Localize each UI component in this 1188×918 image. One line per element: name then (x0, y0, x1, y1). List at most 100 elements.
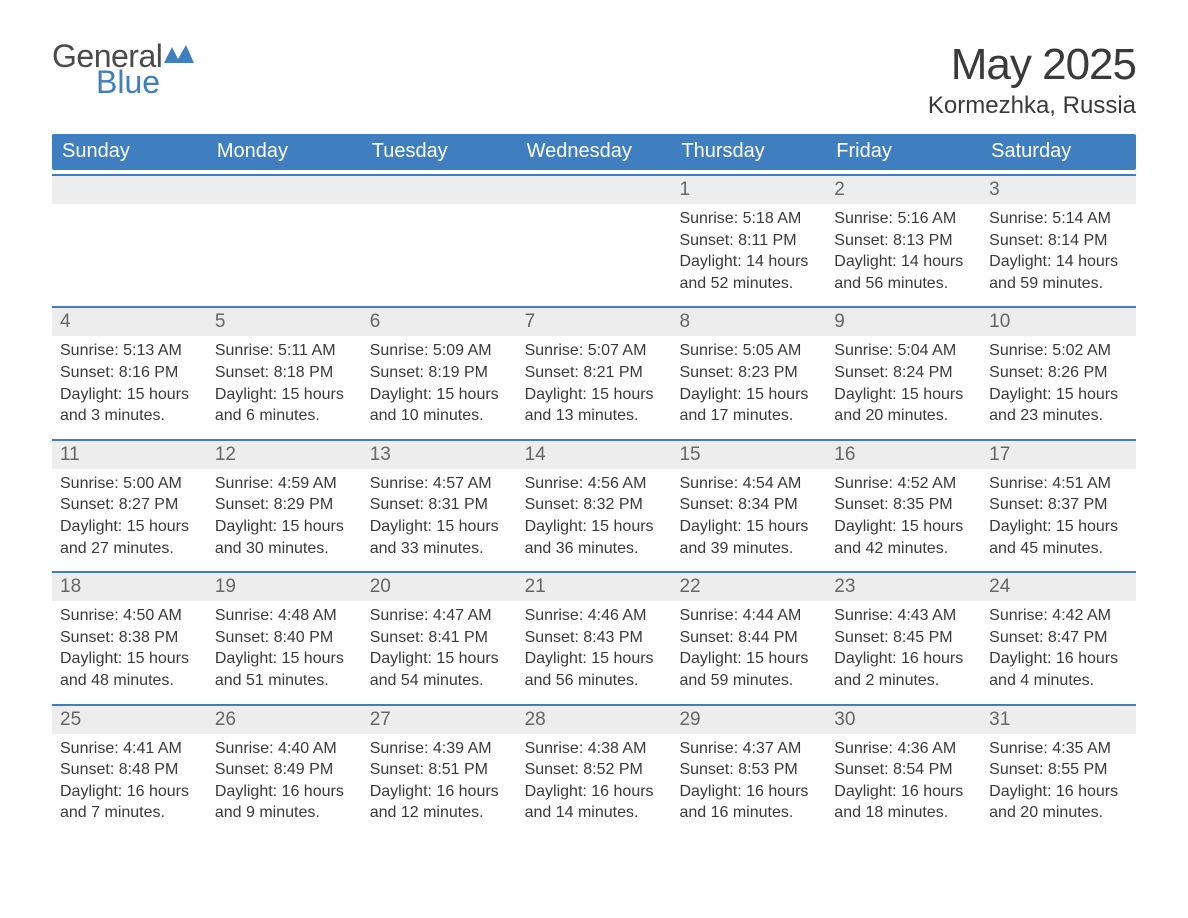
day-number: . (362, 176, 517, 204)
daylight-line-2: and 20 minutes. (834, 405, 973, 427)
daylight-line-2: and 33 minutes. (370, 538, 509, 560)
calendar-day: 7Sunrise: 5:07 AMSunset: 8:21 PMDaylight… (517, 308, 672, 434)
day-body: Sunrise: 5:00 AMSunset: 8:27 PMDaylight:… (52, 469, 207, 567)
calendar-day: 14Sunrise: 4:56 AMSunset: 8:32 PMDayligh… (517, 441, 672, 567)
sunset-line: Sunset: 8:35 PM (834, 494, 973, 516)
sunset-line: Sunset: 8:14 PM (989, 230, 1128, 252)
calendar-week-row: 11Sunrise: 5:00 AMSunset: 8:27 PMDayligh… (52, 439, 1136, 567)
sunset-line: Sunset: 8:29 PM (215, 494, 354, 516)
calendar-week-row: 25Sunrise: 4:41 AMSunset: 8:48 PMDayligh… (52, 704, 1136, 832)
daylight-line-1: Daylight: 14 hours (834, 251, 973, 273)
calendar-day: 13Sunrise: 4:57 AMSunset: 8:31 PMDayligh… (362, 441, 517, 567)
day-body: Sunrise: 4:51 AMSunset: 8:37 PMDaylight:… (981, 469, 1136, 567)
day-body (52, 204, 207, 216)
sunrise-line: Sunrise: 5:09 AM (370, 340, 509, 362)
sunrise-line: Sunrise: 5:11 AM (215, 340, 354, 362)
sunset-line: Sunset: 8:48 PM (60, 759, 199, 781)
sunrise-line: Sunrise: 4:50 AM (60, 605, 199, 627)
day-number: 14 (517, 441, 672, 469)
logo-text: General Blue (52, 40, 194, 98)
day-body: Sunrise: 4:44 AMSunset: 8:44 PMDaylight:… (671, 601, 826, 699)
calendar-day: 31Sunrise: 4:35 AMSunset: 8:55 PMDayligh… (981, 706, 1136, 832)
calendar-day: 1Sunrise: 5:18 AMSunset: 8:11 PMDaylight… (671, 176, 826, 302)
day-body: Sunrise: 4:57 AMSunset: 8:31 PMDaylight:… (362, 469, 517, 567)
sunset-line: Sunset: 8:13 PM (834, 230, 973, 252)
day-number: 21 (517, 573, 672, 601)
day-body: Sunrise: 5:02 AMSunset: 8:26 PMDaylight:… (981, 336, 1136, 434)
daylight-line-2: and 27 minutes. (60, 538, 199, 560)
sunset-line: Sunset: 8:54 PM (834, 759, 973, 781)
daylight-line-1: Daylight: 15 hours (215, 384, 354, 406)
sunset-line: Sunset: 8:27 PM (60, 494, 199, 516)
sunset-line: Sunset: 8:23 PM (679, 362, 818, 384)
sunset-line: Sunset: 8:37 PM (989, 494, 1128, 516)
daylight-line-2: and 20 minutes. (989, 802, 1128, 824)
daylight-line-2: and 7 minutes. (60, 802, 199, 824)
day-number: 8 (671, 308, 826, 336)
daylight-line-1: Daylight: 15 hours (989, 384, 1128, 406)
day-number: 18 (52, 573, 207, 601)
calendar-day: 23Sunrise: 4:43 AMSunset: 8:45 PMDayligh… (826, 573, 981, 699)
daylight-line-1: Daylight: 16 hours (989, 781, 1128, 803)
sunset-line: Sunset: 8:55 PM (989, 759, 1128, 781)
day-number: 25 (52, 706, 207, 734)
calendar-header-cell: Saturday (981, 134, 1136, 170)
daylight-line-1: Daylight: 16 hours (370, 781, 509, 803)
calendar-header-cell: Tuesday (362, 134, 517, 170)
day-number: 6 (362, 308, 517, 336)
day-body: Sunrise: 4:52 AMSunset: 8:35 PMDaylight:… (826, 469, 981, 567)
day-number: . (207, 176, 362, 204)
daylight-line-1: Daylight: 16 hours (834, 781, 973, 803)
daylight-line-1: Daylight: 15 hours (834, 384, 973, 406)
sunrise-line: Sunrise: 5:00 AM (60, 473, 199, 495)
daylight-line-1: Daylight: 14 hours (989, 251, 1128, 273)
sunset-line: Sunset: 8:49 PM (215, 759, 354, 781)
sunrise-line: Sunrise: 4:36 AM (834, 738, 973, 760)
daylight-line-2: and 56 minutes. (525, 670, 664, 692)
sunrise-line: Sunrise: 4:54 AM (679, 473, 818, 495)
calendar-grid: SundayMondayTuesdayWednesdayThursdayFrid… (52, 134, 1136, 832)
day-body: Sunrise: 5:14 AMSunset: 8:14 PMDaylight:… (981, 204, 1136, 302)
day-body: Sunrise: 5:11 AMSunset: 8:18 PMDaylight:… (207, 336, 362, 434)
day-number: 1 (671, 176, 826, 204)
day-number: 11 (52, 441, 207, 469)
day-number: 4 (52, 308, 207, 336)
daylight-line-2: and 52 minutes. (679, 273, 818, 295)
sunset-line: Sunset: 8:43 PM (525, 627, 664, 649)
sunrise-line: Sunrise: 5:07 AM (525, 340, 664, 362)
daylight-line-2: and 54 minutes. (370, 670, 509, 692)
day-number: 16 (826, 441, 981, 469)
day-body: Sunrise: 4:48 AMSunset: 8:40 PMDaylight:… (207, 601, 362, 699)
calendar-day: 11Sunrise: 5:00 AMSunset: 8:27 PMDayligh… (52, 441, 207, 567)
calendar-day: 15Sunrise: 4:54 AMSunset: 8:34 PMDayligh… (671, 441, 826, 567)
calendar-day: 4Sunrise: 5:13 AMSunset: 8:16 PMDaylight… (52, 308, 207, 434)
daylight-line-1: Daylight: 16 hours (215, 781, 354, 803)
sunrise-line: Sunrise: 4:52 AM (834, 473, 973, 495)
sunrise-line: Sunrise: 4:51 AM (989, 473, 1128, 495)
day-number: 20 (362, 573, 517, 601)
day-number: 12 (207, 441, 362, 469)
sunrise-line: Sunrise: 5:05 AM (679, 340, 818, 362)
daylight-line-2: and 39 minutes. (679, 538, 818, 560)
calendar-day: 2Sunrise: 5:16 AMSunset: 8:13 PMDaylight… (826, 176, 981, 302)
daylight-line-1: Daylight: 15 hours (525, 384, 664, 406)
daylight-line-2: and 10 minutes. (370, 405, 509, 427)
daylight-line-1: Daylight: 16 hours (525, 781, 664, 803)
sunrise-line: Sunrise: 4:47 AM (370, 605, 509, 627)
sunset-line: Sunset: 8:45 PM (834, 627, 973, 649)
daylight-line-2: and 2 minutes. (834, 670, 973, 692)
day-body: Sunrise: 5:16 AMSunset: 8:13 PMDaylight:… (826, 204, 981, 302)
day-body: Sunrise: 4:41 AMSunset: 8:48 PMDaylight:… (52, 734, 207, 832)
calendar-day: 24Sunrise: 4:42 AMSunset: 8:47 PMDayligh… (981, 573, 1136, 699)
calendar-day: 17Sunrise: 4:51 AMSunset: 8:37 PMDayligh… (981, 441, 1136, 567)
sunrise-line: Sunrise: 4:43 AM (834, 605, 973, 627)
calendar-day: 22Sunrise: 4:44 AMSunset: 8:44 PMDayligh… (671, 573, 826, 699)
daylight-line-2: and 3 minutes. (60, 405, 199, 427)
sunset-line: Sunset: 8:31 PM (370, 494, 509, 516)
calendar-day: 3Sunrise: 5:14 AMSunset: 8:14 PMDaylight… (981, 176, 1136, 302)
calendar-day: 12Sunrise: 4:59 AMSunset: 8:29 PMDayligh… (207, 441, 362, 567)
calendar-day: 16Sunrise: 4:52 AMSunset: 8:35 PMDayligh… (826, 441, 981, 567)
sunrise-line: Sunrise: 4:40 AM (215, 738, 354, 760)
sunrise-line: Sunrise: 4:46 AM (525, 605, 664, 627)
day-number: 26 (207, 706, 362, 734)
